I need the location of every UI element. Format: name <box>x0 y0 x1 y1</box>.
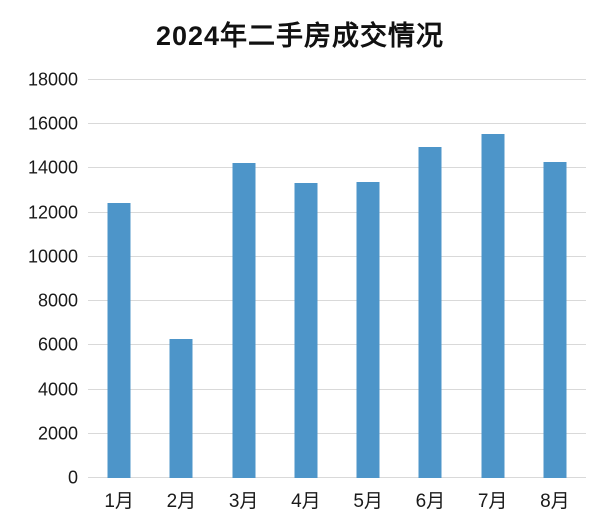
y-tick-label: 4000 <box>37 379 78 400</box>
bar-5月 <box>356 181 380 478</box>
bar-slot <box>524 80 586 478</box>
gridline <box>88 167 586 169</box>
y-tick-label: 0 <box>67 467 78 488</box>
bar-2月 <box>169 338 193 478</box>
gridline <box>88 477 586 478</box>
x-tick-label: 2月 <box>166 491 197 512</box>
bar-slot <box>88 80 150 478</box>
x-axis: 1月 2月 3月 4月 5月 6月 7月 8月 <box>88 486 586 513</box>
x-tick-label: 6月 <box>415 491 446 512</box>
x-tick-label: 8月 <box>540 491 570 512</box>
gridline <box>88 255 586 257</box>
x-tick-label: 7月 <box>477 491 508 512</box>
bar-slot <box>462 80 524 478</box>
y-tick-label: 6000 <box>37 334 78 355</box>
gridline <box>88 344 586 346</box>
y-tick-label: 2000 <box>37 423 78 444</box>
gridline <box>88 300 586 302</box>
bar-4月 <box>294 182 318 478</box>
x-tick-label: 4月 <box>291 491 321 512</box>
chart-title: 2024年二手房成交情况 <box>155 21 445 51</box>
bar-slot <box>275 80 337 478</box>
gridline <box>88 79 586 80</box>
bar-slot <box>150 80 212 478</box>
plot-area <box>88 79 586 478</box>
y-tick-label: 10000 <box>27 246 78 267</box>
gridline <box>88 388 586 390</box>
bar-3月 <box>232 162 256 478</box>
bar-7月 <box>481 134 505 478</box>
bar-slot <box>399 80 461 478</box>
y-tick-label: 12000 <box>27 202 78 223</box>
bars-container <box>88 80 586 478</box>
bar-8月 <box>543 161 567 478</box>
x-tick-label: 5月 <box>353 491 383 512</box>
y-axis: 0 2000 4000 6000 8000 10000 12000 14000 16000 180… <box>0 70 78 488</box>
x-tick-label: 1月 <box>104 491 134 512</box>
bar-slot <box>213 80 275 478</box>
bar-slot <box>337 80 399 478</box>
y-tick-label: 16000 <box>27 113 78 134</box>
bar-1月 <box>107 202 131 478</box>
y-tick-label: 18000 <box>27 69 78 90</box>
y-tick-label: 8000 <box>37 290 78 311</box>
gridline <box>88 123 586 125</box>
gridline <box>88 211 586 213</box>
bar-6月 <box>418 147 442 478</box>
gridline <box>88 432 586 434</box>
x-tick-label: 3月 <box>228 491 259 512</box>
y-tick-label: 14000 <box>27 157 78 178</box>
